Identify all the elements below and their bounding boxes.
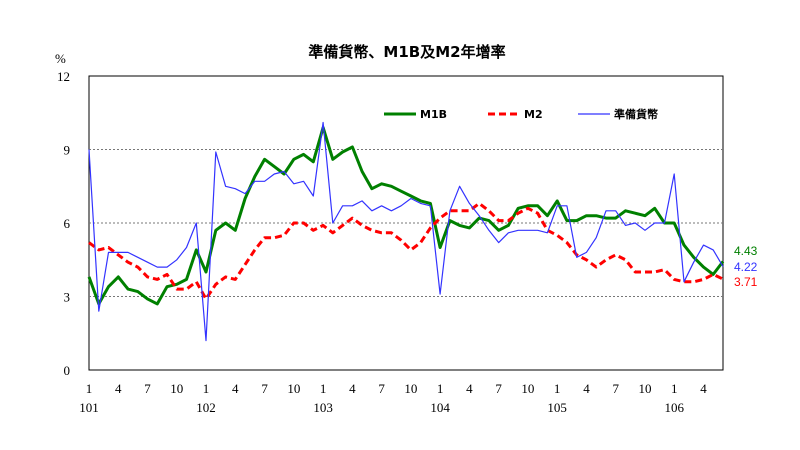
x-year-label: 104: [430, 400, 450, 415]
x-year-label: 105: [547, 400, 567, 415]
x-tick-label: 4: [115, 381, 122, 396]
series-line-0: [87, 126, 725, 306]
series-line-2: [88, 121, 724, 342]
legend-label: M2: [524, 108, 543, 121]
end-labels: 4.43 3.714.22: [734, 244, 758, 289]
x-tick-label: 4: [349, 381, 356, 396]
x-tick-label: 1: [554, 381, 561, 396]
end-value-label: 4.22: [734, 260, 758, 274]
x-tick-label: 4: [583, 381, 590, 396]
y-tick-label: 0: [64, 363, 71, 378]
x-tick-label: 10: [521, 381, 534, 396]
x-tick-label: 7: [612, 381, 619, 396]
series-line-1: [88, 201, 724, 301]
legend: M1B M2 準備貨幣: [384, 107, 658, 121]
x-tick-label: 10: [170, 381, 183, 396]
y-tick-label: 3: [64, 290, 71, 305]
x-year-label: 106: [664, 400, 684, 415]
x-year-label: 101: [79, 400, 99, 415]
x-tick-label: 7: [495, 381, 502, 396]
x-tick-label: 1: [86, 381, 93, 396]
y-axis-unit: %: [55, 51, 66, 66]
x-tick-label: 1: [203, 381, 210, 396]
x-tick-label: 10: [638, 381, 651, 396]
x-year-label: 103: [313, 400, 333, 415]
x-tick-label: 1: [437, 381, 444, 396]
x-tick-label: 7: [144, 381, 151, 396]
legend-label: 準備貨幣: [614, 107, 658, 121]
gridlines: [89, 149, 723, 297]
y-axis-ticks: 0 3 6 9 12: [57, 69, 71, 378]
y-tick-label: 6: [64, 216, 71, 231]
legend-label: M1B: [420, 108, 447, 121]
series-lines: [87, 121, 725, 342]
end-value-label: 4.43: [734, 244, 758, 258]
x-tick-label: 10: [404, 381, 417, 396]
y-tick-label: 12: [57, 69, 70, 84]
x-tick-label: 7: [378, 381, 385, 396]
end-value-label: 3.71: [734, 275, 758, 289]
chart-title: 準備貨幣、M1B及M2年增率: [308, 43, 505, 61]
x-tick-label: 4: [232, 381, 239, 396]
x-tick-label: 4: [700, 381, 707, 396]
x-tick-label: 10: [287, 381, 300, 396]
x-tick-label: 1: [671, 381, 678, 396]
y-tick-label: 9: [64, 143, 71, 158]
x-year-label: 102: [196, 400, 216, 415]
x-tick-label: 4: [466, 381, 473, 396]
x-tick-label: 7: [261, 381, 268, 396]
x-tick-label: 1: [320, 381, 327, 396]
